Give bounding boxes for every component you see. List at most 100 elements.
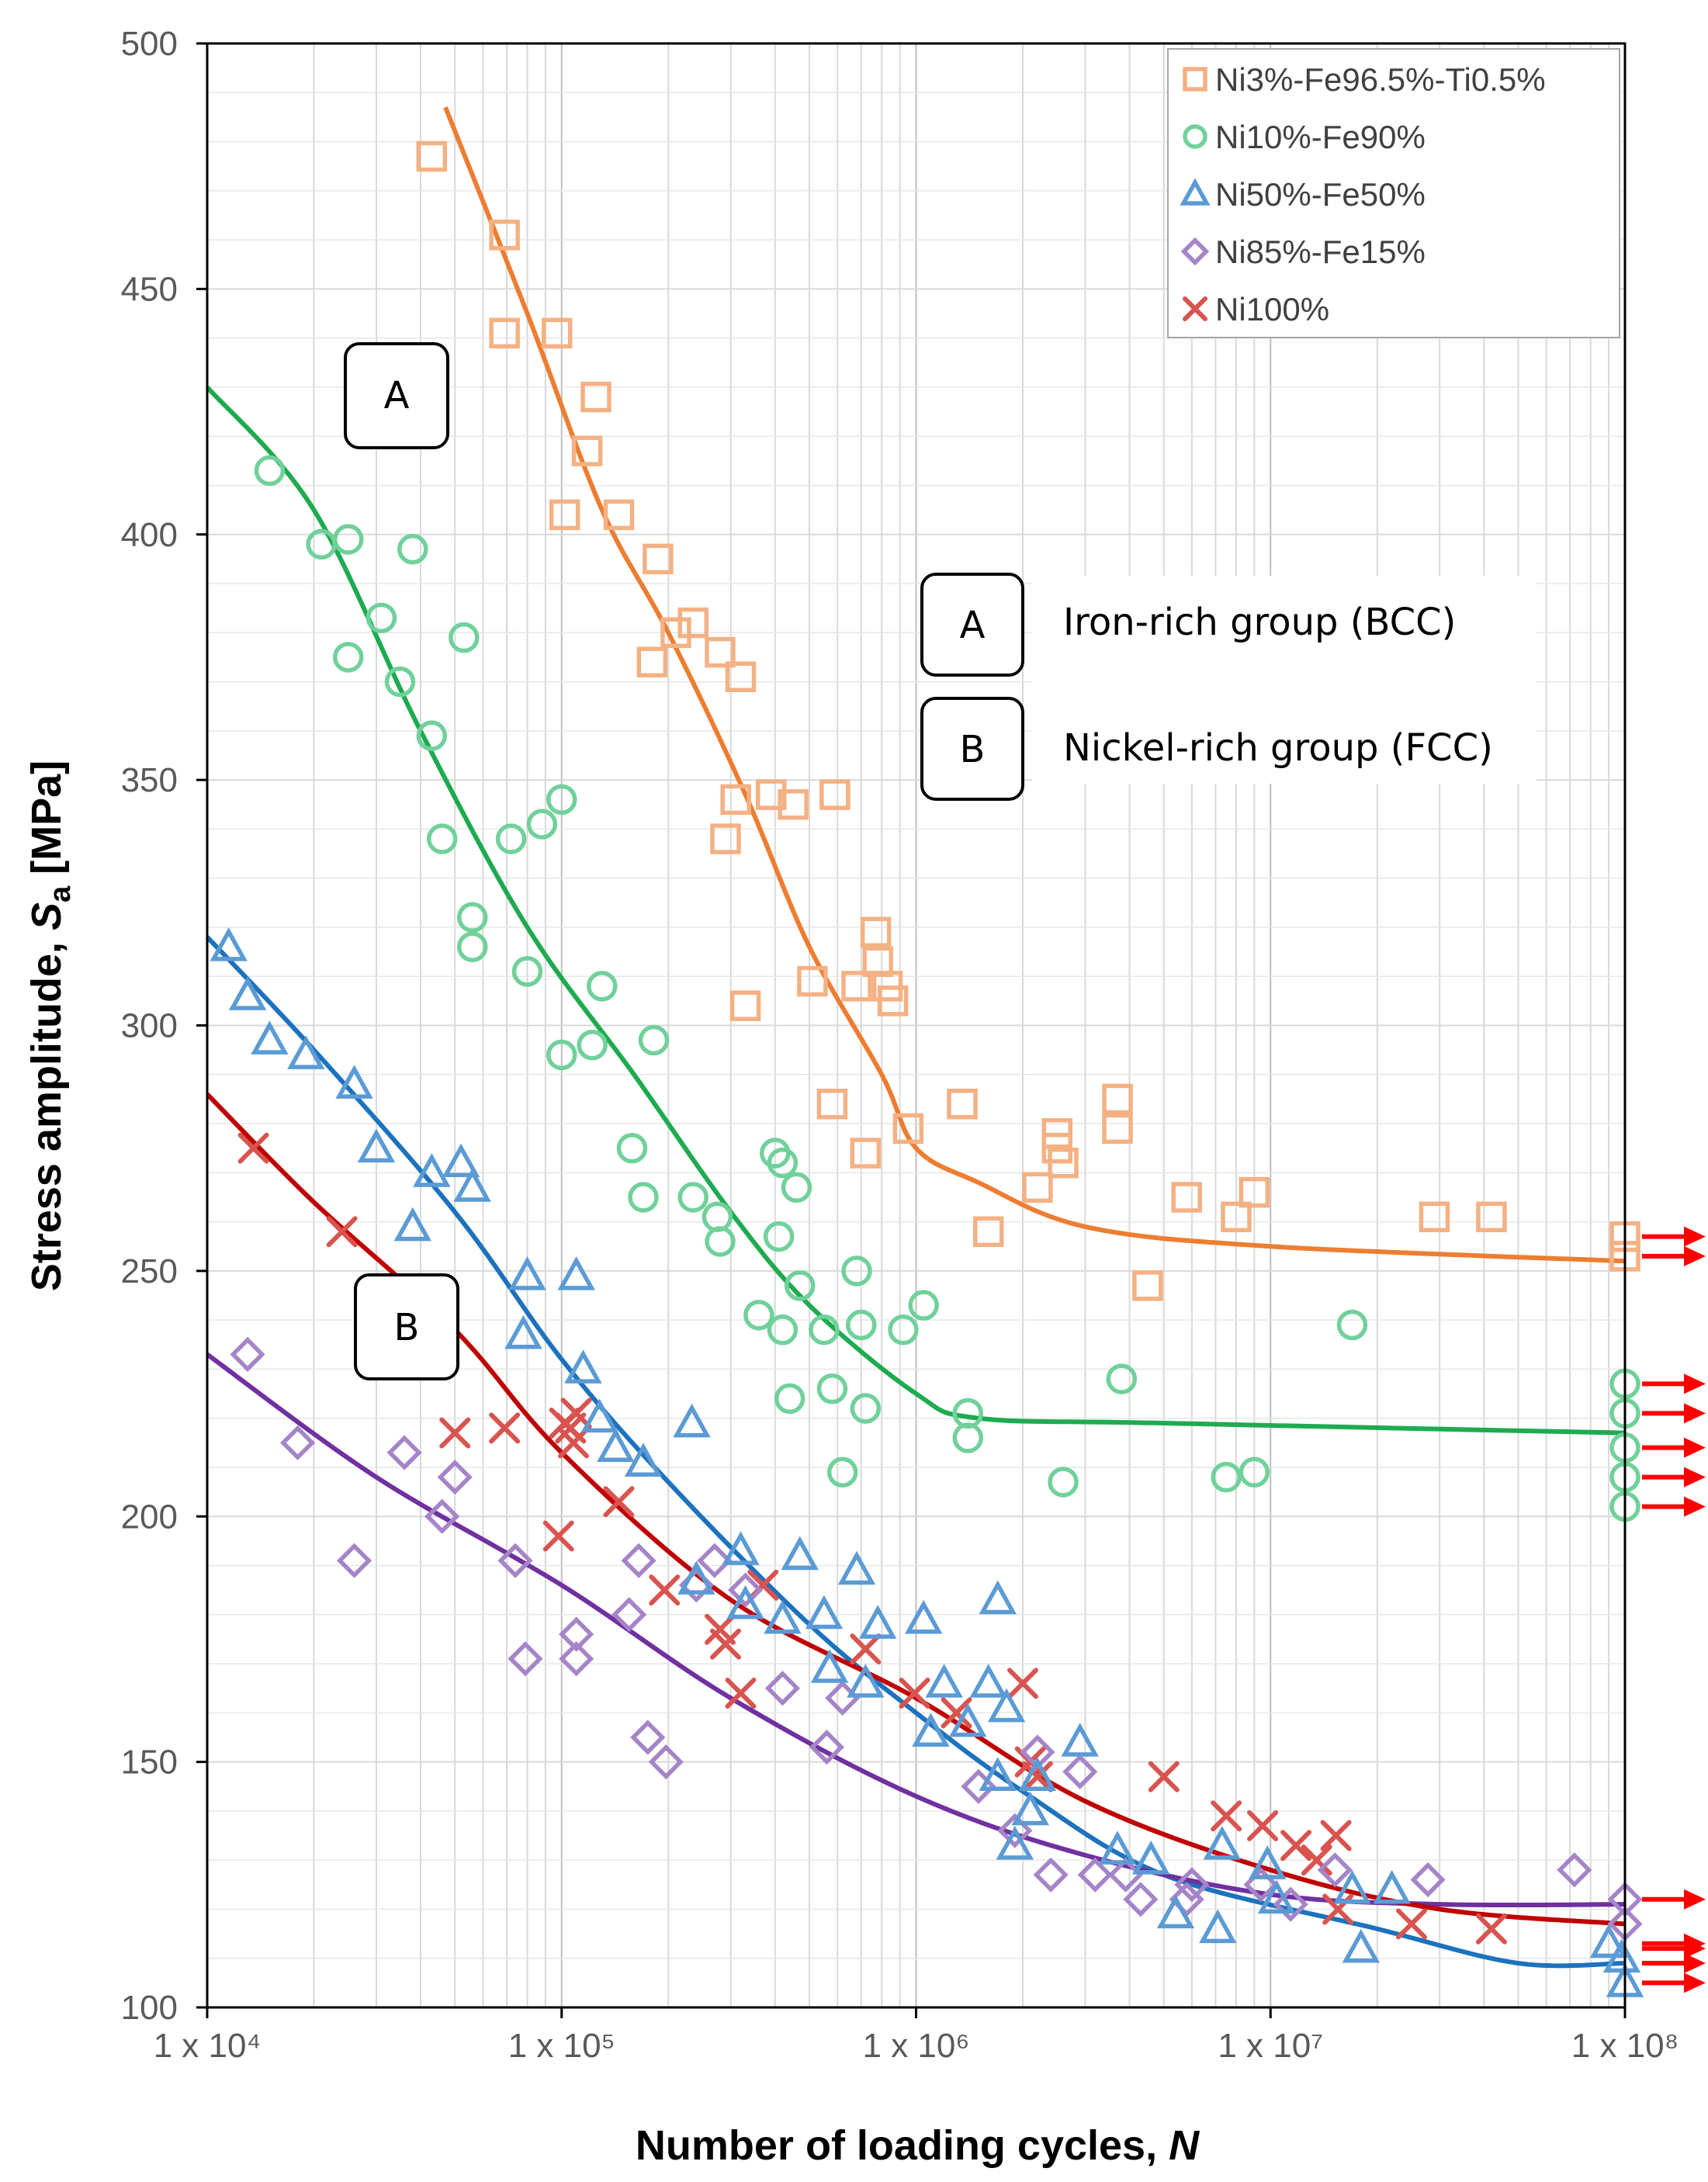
y-tick-label: 350	[121, 761, 178, 799]
data-point	[1021, 1761, 1053, 1792]
data-point	[764, 1599, 802, 1634]
data-point	[810, 1649, 849, 1683]
data-point	[437, 1460, 473, 1495]
data-point	[1476, 1201, 1507, 1233]
fit-curve	[443, 106, 1626, 1264]
data-point	[326, 1216, 358, 1248]
data-point	[230, 1336, 265, 1373]
data-point	[941, 1697, 972, 1729]
data-point	[1199, 1909, 1237, 1944]
y-tick-labels: 100 150 200 250 300 350 400 450 500	[121, 25, 207, 2027]
data-point	[254, 455, 286, 487]
data-point	[541, 317, 573, 349]
legend-marker	[1183, 296, 1207, 321]
data-point	[705, 636, 736, 668]
data-point	[333, 524, 364, 555]
data-point	[571, 435, 603, 466]
data-point	[677, 1560, 715, 1595]
data-point	[442, 1143, 480, 1178]
data-point	[649, 1574, 681, 1606]
data-point	[781, 1536, 819, 1571]
data-point	[336, 1543, 372, 1578]
data-point	[638, 1024, 670, 1056]
data-point	[648, 1744, 684, 1780]
data-point	[888, 1314, 919, 1346]
x-tick-label: 1 x 10⁶	[863, 2027, 970, 2065]
data-point	[621, 1543, 657, 1578]
data-point	[611, 1597, 647, 1633]
data-point	[497, 1543, 533, 1578]
data-point	[449, 622, 480, 653]
data-point	[904, 1599, 943, 1634]
data-point	[996, 1825, 1034, 1860]
data-point	[912, 1713, 950, 1747]
x-tick-labels: 1 x 10⁴ 1 x 10⁵ 1 x 10⁶ 1 x 10⁷ 1 x 10⁸	[154, 2007, 1679, 2065]
data-point	[1048, 1467, 1079, 1498]
data-point	[616, 1132, 648, 1164]
y-tick-label: 100	[121, 1989, 178, 2027]
data-point	[697, 1543, 733, 1578]
data-point	[841, 1256, 872, 1287]
data-point	[797, 965, 828, 997]
data-point	[546, 784, 577, 816]
data-point	[416, 140, 448, 172]
data-point	[280, 1425, 316, 1460]
y-axis-title: Stress amplitude, Sa [MPa]	[23, 760, 77, 1291]
data-point	[624, 1443, 663, 1477]
x-tick-label: 1 x 10⁷	[1218, 2027, 1323, 2065]
data-point	[426, 823, 458, 854]
legend-box	[1167, 48, 1620, 338]
data-point	[979, 1757, 1017, 1791]
data-point	[763, 1221, 795, 1252]
data-point	[1419, 1201, 1450, 1233]
data-point	[1061, 1723, 1099, 1757]
data-point	[1336, 1309, 1368, 1341]
group-b-letter: B	[394, 1306, 420, 1349]
data-point	[549, 499, 580, 531]
data-point	[710, 823, 741, 854]
x-tick-label: 1 x 10⁴	[154, 2027, 262, 2065]
x-tick-label: 1 x 10⁵	[508, 2027, 615, 2065]
legend-marker	[1180, 178, 1211, 206]
data-point	[1211, 1461, 1242, 1493]
key-a-text: Iron-rich group (BCC)	[1063, 601, 1456, 644]
data-point	[826, 1456, 858, 1488]
data-point	[1273, 1886, 1308, 1922]
data-point	[557, 1256, 595, 1290]
x-tick-label: 1 x 10⁸	[1571, 2027, 1679, 2065]
data-point	[630, 1720, 666, 1755]
legend: Ni3%-Fe96.5%-Ti0.5% Ni10%-Fe90% Ni50%-Fe50…	[1167, 48, 1620, 338]
data-point	[784, 1270, 816, 1301]
runout-arrow-head	[1684, 1373, 1706, 1394]
data-point	[357, 1128, 396, 1163]
data-point	[979, 1580, 1017, 1615]
data-point	[837, 1550, 876, 1585]
data-point	[755, 779, 787, 810]
legend-label: Ni100%	[1215, 291, 1329, 327]
runout-arrow-head	[1684, 1496, 1706, 1517]
data-point	[1123, 1882, 1159, 1917]
data-point	[564, 1349, 602, 1384]
data-point	[809, 1730, 845, 1765]
legend-label: Ni10%-Fe90%	[1215, 119, 1426, 155]
data-point	[850, 1633, 882, 1665]
data-point	[1148, 1761, 1180, 1792]
data-point	[1131, 1840, 1170, 1875]
data-point	[877, 985, 909, 1017]
runout-arrows	[1642, 1226, 1706, 1993]
data-point	[559, 1616, 594, 1652]
runout-arrow-head	[1684, 1245, 1706, 1266]
data-point	[597, 1428, 635, 1463]
data-point	[1257, 1879, 1296, 1914]
data-point	[456, 902, 488, 933]
data-point	[643, 543, 674, 575]
legend-marker	[1183, 124, 1207, 149]
data-point	[987, 1688, 1026, 1723]
data-point	[952, 1422, 983, 1453]
y-tick-label: 300	[121, 1007, 178, 1045]
data-point	[778, 789, 809, 820]
data-point	[1171, 1182, 1202, 1213]
runout-arrow-head	[1684, 1403, 1706, 1424]
data-point	[702, 1201, 733, 1233]
data-point	[335, 1065, 373, 1099]
